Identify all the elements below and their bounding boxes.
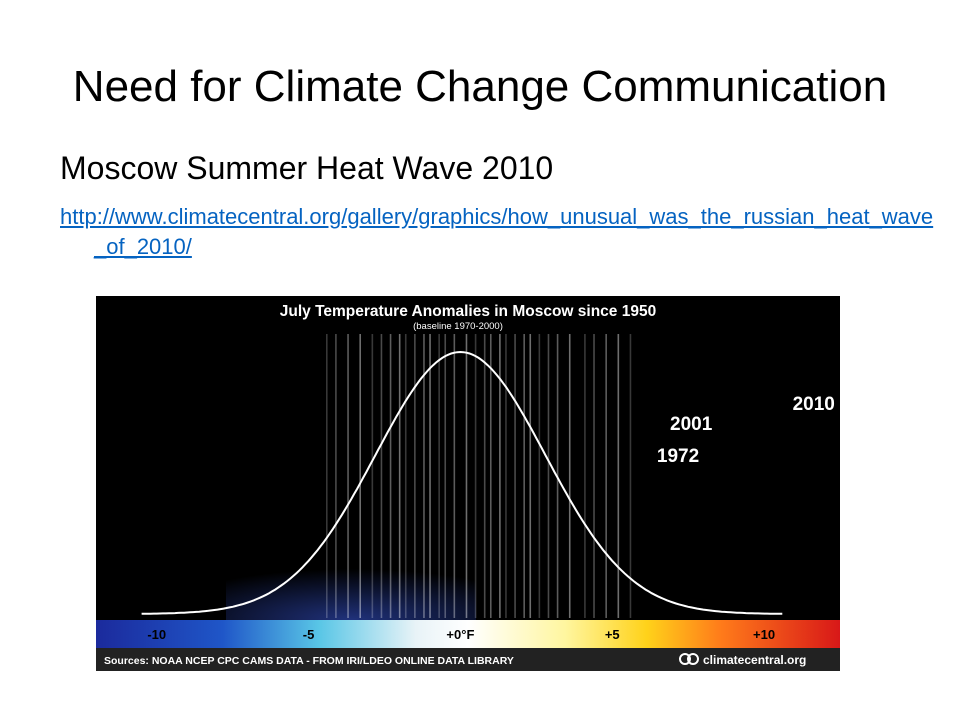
tick-label: +0°F bbox=[446, 627, 474, 642]
tick-label: +10 bbox=[753, 627, 775, 642]
highlight-label-2010: 2010 bbox=[793, 394, 835, 415]
highlight-label-2001: 2001 bbox=[670, 414, 713, 435]
tick-label: +5 bbox=[605, 627, 620, 642]
chart-brand: climatecentral.org bbox=[703, 653, 806, 667]
chart-subtitle: (baseline 1970-2000) bbox=[413, 321, 503, 332]
source-link[interactable]: http://www.climatecentral.org/gallery/gr… bbox=[60, 204, 934, 259]
climatecentral-logo-icon bbox=[679, 653, 699, 665]
chart-footer bbox=[96, 648, 840, 671]
chart-source: Sources: NOAA NCEP CPC CAMS DATA - FROM … bbox=[104, 655, 514, 667]
historical-year-lines bbox=[325, 334, 632, 618]
chart-title: July Temperature Anomalies in Moscow sin… bbox=[280, 303, 656, 320]
chart-svg: -10 -5 +0°F +5 +10 Sources: NOAA NCEP CPC CA… bbox=[96, 296, 840, 671]
distribution-curve bbox=[141, 350, 783, 615]
tick-label: -5 bbox=[303, 627, 315, 642]
highlight-label-1972: 1972 bbox=[657, 446, 699, 467]
x-tick-labels: -10 -5 +0°F +5 +10 bbox=[147, 627, 775, 642]
blue-glow bbox=[226, 556, 476, 620]
highlight-year-lines bbox=[677, 330, 818, 620]
slide-title: Need for Climate Change Communication bbox=[72, 62, 888, 111]
highlight-labels: 1972 2001 2010 bbox=[657, 394, 836, 468]
tick-label: -10 bbox=[147, 627, 166, 642]
temperature-spectrum-bar bbox=[96, 620, 840, 648]
temperature-anomaly-chart: -10 -5 +0°F +5 +10 Sources: NOAA NCEP CPC CA… bbox=[96, 296, 840, 671]
slide-subtitle: Moscow Summer Heat Wave 2010 bbox=[60, 150, 554, 186]
